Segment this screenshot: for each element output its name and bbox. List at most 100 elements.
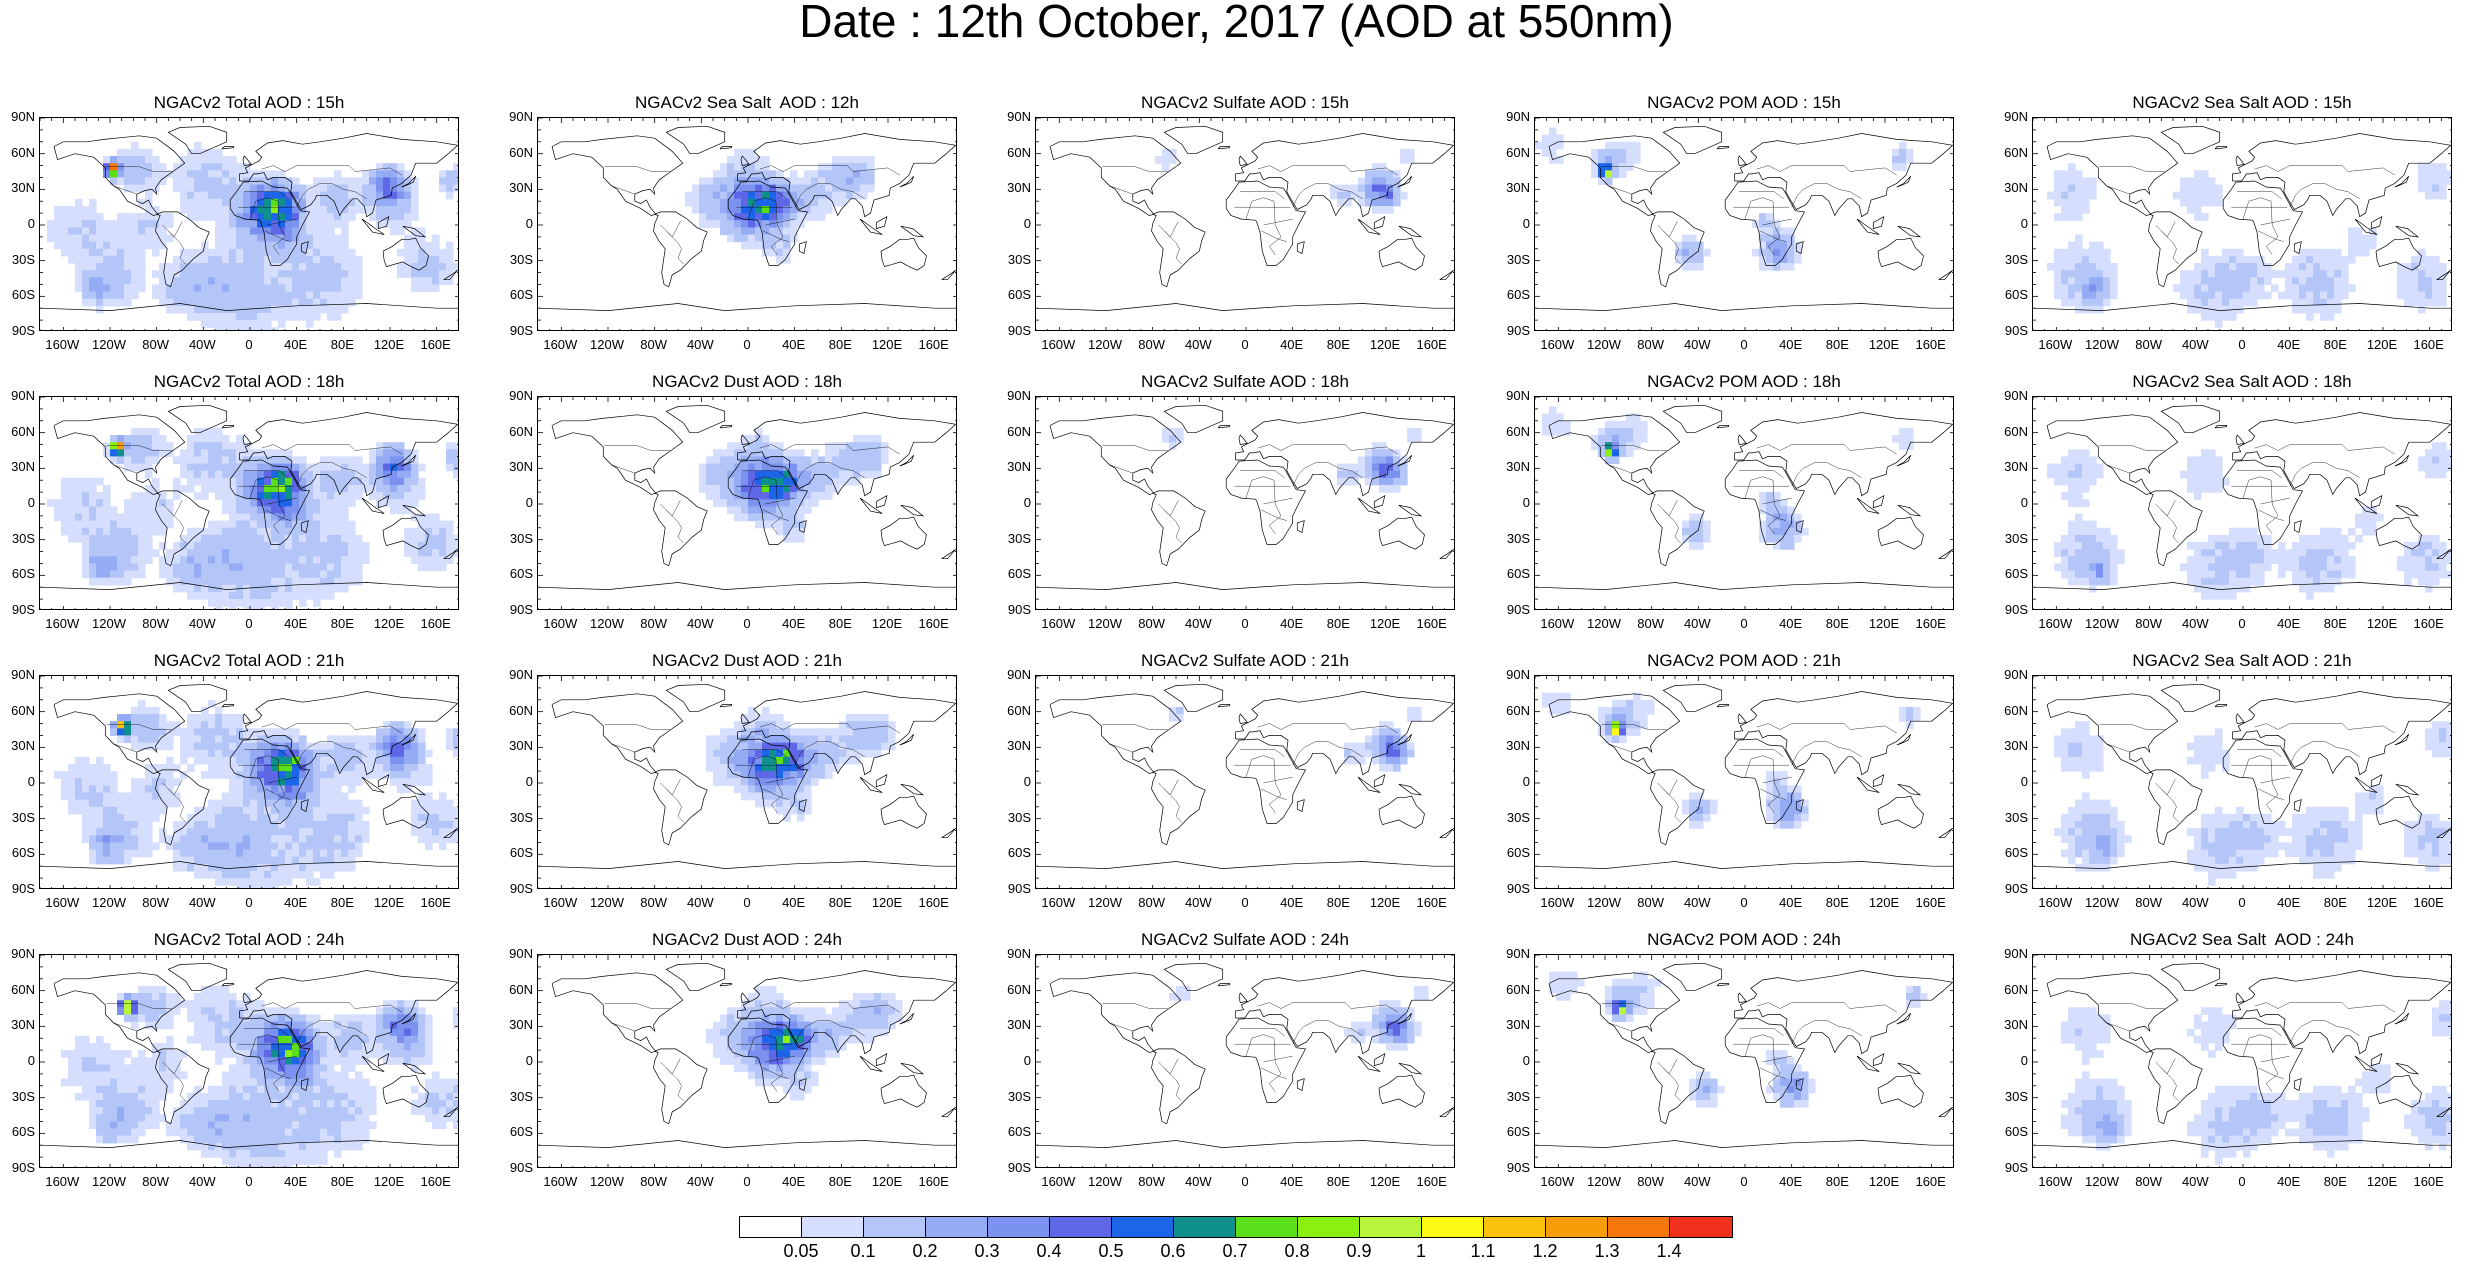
map-panel-total-15h: [39, 117, 459, 331]
world-map: [40, 955, 459, 1168]
lat-label: 30S: [3, 253, 35, 267]
panel-title: NGACv2 Sulfate AOD : 18h: [1035, 372, 1455, 392]
lon-label: 120W: [84, 617, 134, 631]
lon-label: 160W: [535, 896, 585, 910]
lat-label: 30S: [3, 1090, 35, 1104]
colorbar-label: 0.2: [895, 1242, 955, 1260]
lat-label: 90S: [999, 1161, 1031, 1175]
colorbar-label: 0.7: [1205, 1242, 1265, 1260]
lon-label: 80E: [1812, 338, 1862, 352]
lon-label: 120W: [84, 338, 134, 352]
lon-label: 120E: [1360, 896, 1410, 910]
lat-label: 90S: [1498, 603, 1530, 617]
map-panel-sulfate-24h: [1035, 954, 1455, 1168]
lat-label: 90S: [3, 603, 35, 617]
map-panel-dust-24h: [537, 954, 957, 1168]
lon-label: 0: [2217, 338, 2267, 352]
coastlines: [1036, 405, 1455, 589]
lon-label: 40E: [769, 1175, 819, 1189]
coastlines: [1036, 684, 1455, 868]
lat-label: 60N: [501, 146, 533, 160]
colorbar-box: [1484, 1217, 1546, 1237]
aod-field: [2054, 721, 2452, 886]
lat-label: 90N: [1498, 110, 1530, 124]
lat-label: 90N: [501, 947, 533, 961]
lat-label: 90N: [501, 110, 533, 124]
lat-label: 90S: [999, 882, 1031, 896]
lon-label: 120E: [1360, 617, 1410, 631]
lon-label: 160W: [37, 896, 87, 910]
lat-label: 90N: [1996, 389, 2028, 403]
lat-label: 60S: [999, 567, 1031, 581]
colorbar-label: 0.5: [1081, 1242, 1141, 1260]
panel-title: NGACv2 Total AOD : 21h: [39, 651, 459, 671]
lon-label: 40W: [177, 617, 227, 631]
lon-label: 0: [1220, 1175, 1270, 1189]
coastlines: [1535, 405, 1954, 589]
lon-label: 80E: [815, 617, 865, 631]
lon-label: 160E: [909, 896, 959, 910]
world-map: [538, 955, 957, 1168]
lon-label: 160E: [909, 617, 959, 631]
lon-label: 40W: [1672, 896, 1722, 910]
lon-label: 160W: [535, 1175, 585, 1189]
lon-label: 40E: [271, 617, 321, 631]
lat-label: 90S: [1996, 603, 2028, 617]
lat-label: 60N: [1498, 425, 1530, 439]
lon-label: 160E: [411, 617, 461, 631]
aod-field: [1155, 149, 1415, 214]
panel-title: NGACv2 Sea Salt AOD : 18h: [2032, 372, 2452, 392]
lat-label: 90N: [1498, 947, 1530, 961]
world-map: [40, 397, 459, 610]
lat-label: 30S: [3, 532, 35, 546]
lon-label: 160E: [1407, 1175, 1457, 1189]
lon-label: 160W: [2030, 617, 2080, 631]
aod-field: [706, 986, 903, 1101]
lat-label: 30N: [999, 181, 1031, 195]
colorbar-label: 0.9: [1329, 1242, 1389, 1260]
lon-label: 160E: [1407, 338, 1457, 352]
lon-label: 160W: [1532, 338, 1582, 352]
lon-label: 0: [2217, 896, 2267, 910]
lat-label: 30S: [1996, 1090, 2028, 1104]
lon-label: 160W: [535, 338, 585, 352]
lat-label: 0: [1996, 217, 2028, 231]
lat-label: 0: [3, 217, 35, 231]
aod-field: [1535, 128, 1914, 271]
lat-label: 60N: [1996, 425, 2028, 439]
lon-label: 160E: [1906, 617, 1956, 631]
coastlines: [1535, 963, 1954, 1147]
lat-label: 90S: [3, 1161, 35, 1175]
coastlines: [1036, 126, 1455, 310]
lon-label: 160E: [1407, 896, 1457, 910]
lat-label: 60N: [1498, 704, 1530, 718]
lon-label: 80E: [2310, 1175, 2360, 1189]
panel-title: NGACv2 Total AOD : 24h: [39, 930, 459, 950]
lat-label: 90S: [501, 1161, 533, 1175]
colorbar-box: [1236, 1217, 1298, 1237]
lon-label: 80W: [1127, 1175, 1177, 1189]
lat-label: 60N: [999, 704, 1031, 718]
world-map: [538, 397, 957, 610]
lon-label: 160W: [1532, 1175, 1582, 1189]
map-panel-seasalt-24h: [2032, 954, 2452, 1168]
lon-label: 0: [224, 617, 274, 631]
lon-label: 40E: [769, 338, 819, 352]
lon-label: 40W: [675, 617, 725, 631]
lon-label: 120E: [1360, 338, 1410, 352]
lon-label: 0: [2217, 617, 2267, 631]
lon-label: 0: [1719, 1175, 1769, 1189]
lat-label: 60S: [501, 567, 533, 581]
lon-label: 80E: [317, 896, 367, 910]
lat-label: 30N: [1498, 181, 1530, 195]
lon-label: 40E: [1766, 896, 1816, 910]
lon-label: 0: [224, 1175, 274, 1189]
lon-label: 80W: [1127, 896, 1177, 910]
lon-label: 120W: [84, 896, 134, 910]
lon-label: 40E: [271, 896, 321, 910]
lon-label: 80W: [1127, 338, 1177, 352]
lat-label: 30N: [3, 181, 35, 195]
lon-label: 40W: [675, 896, 725, 910]
lat-label: 90N: [1498, 389, 1530, 403]
lon-label: 40E: [271, 1175, 321, 1189]
